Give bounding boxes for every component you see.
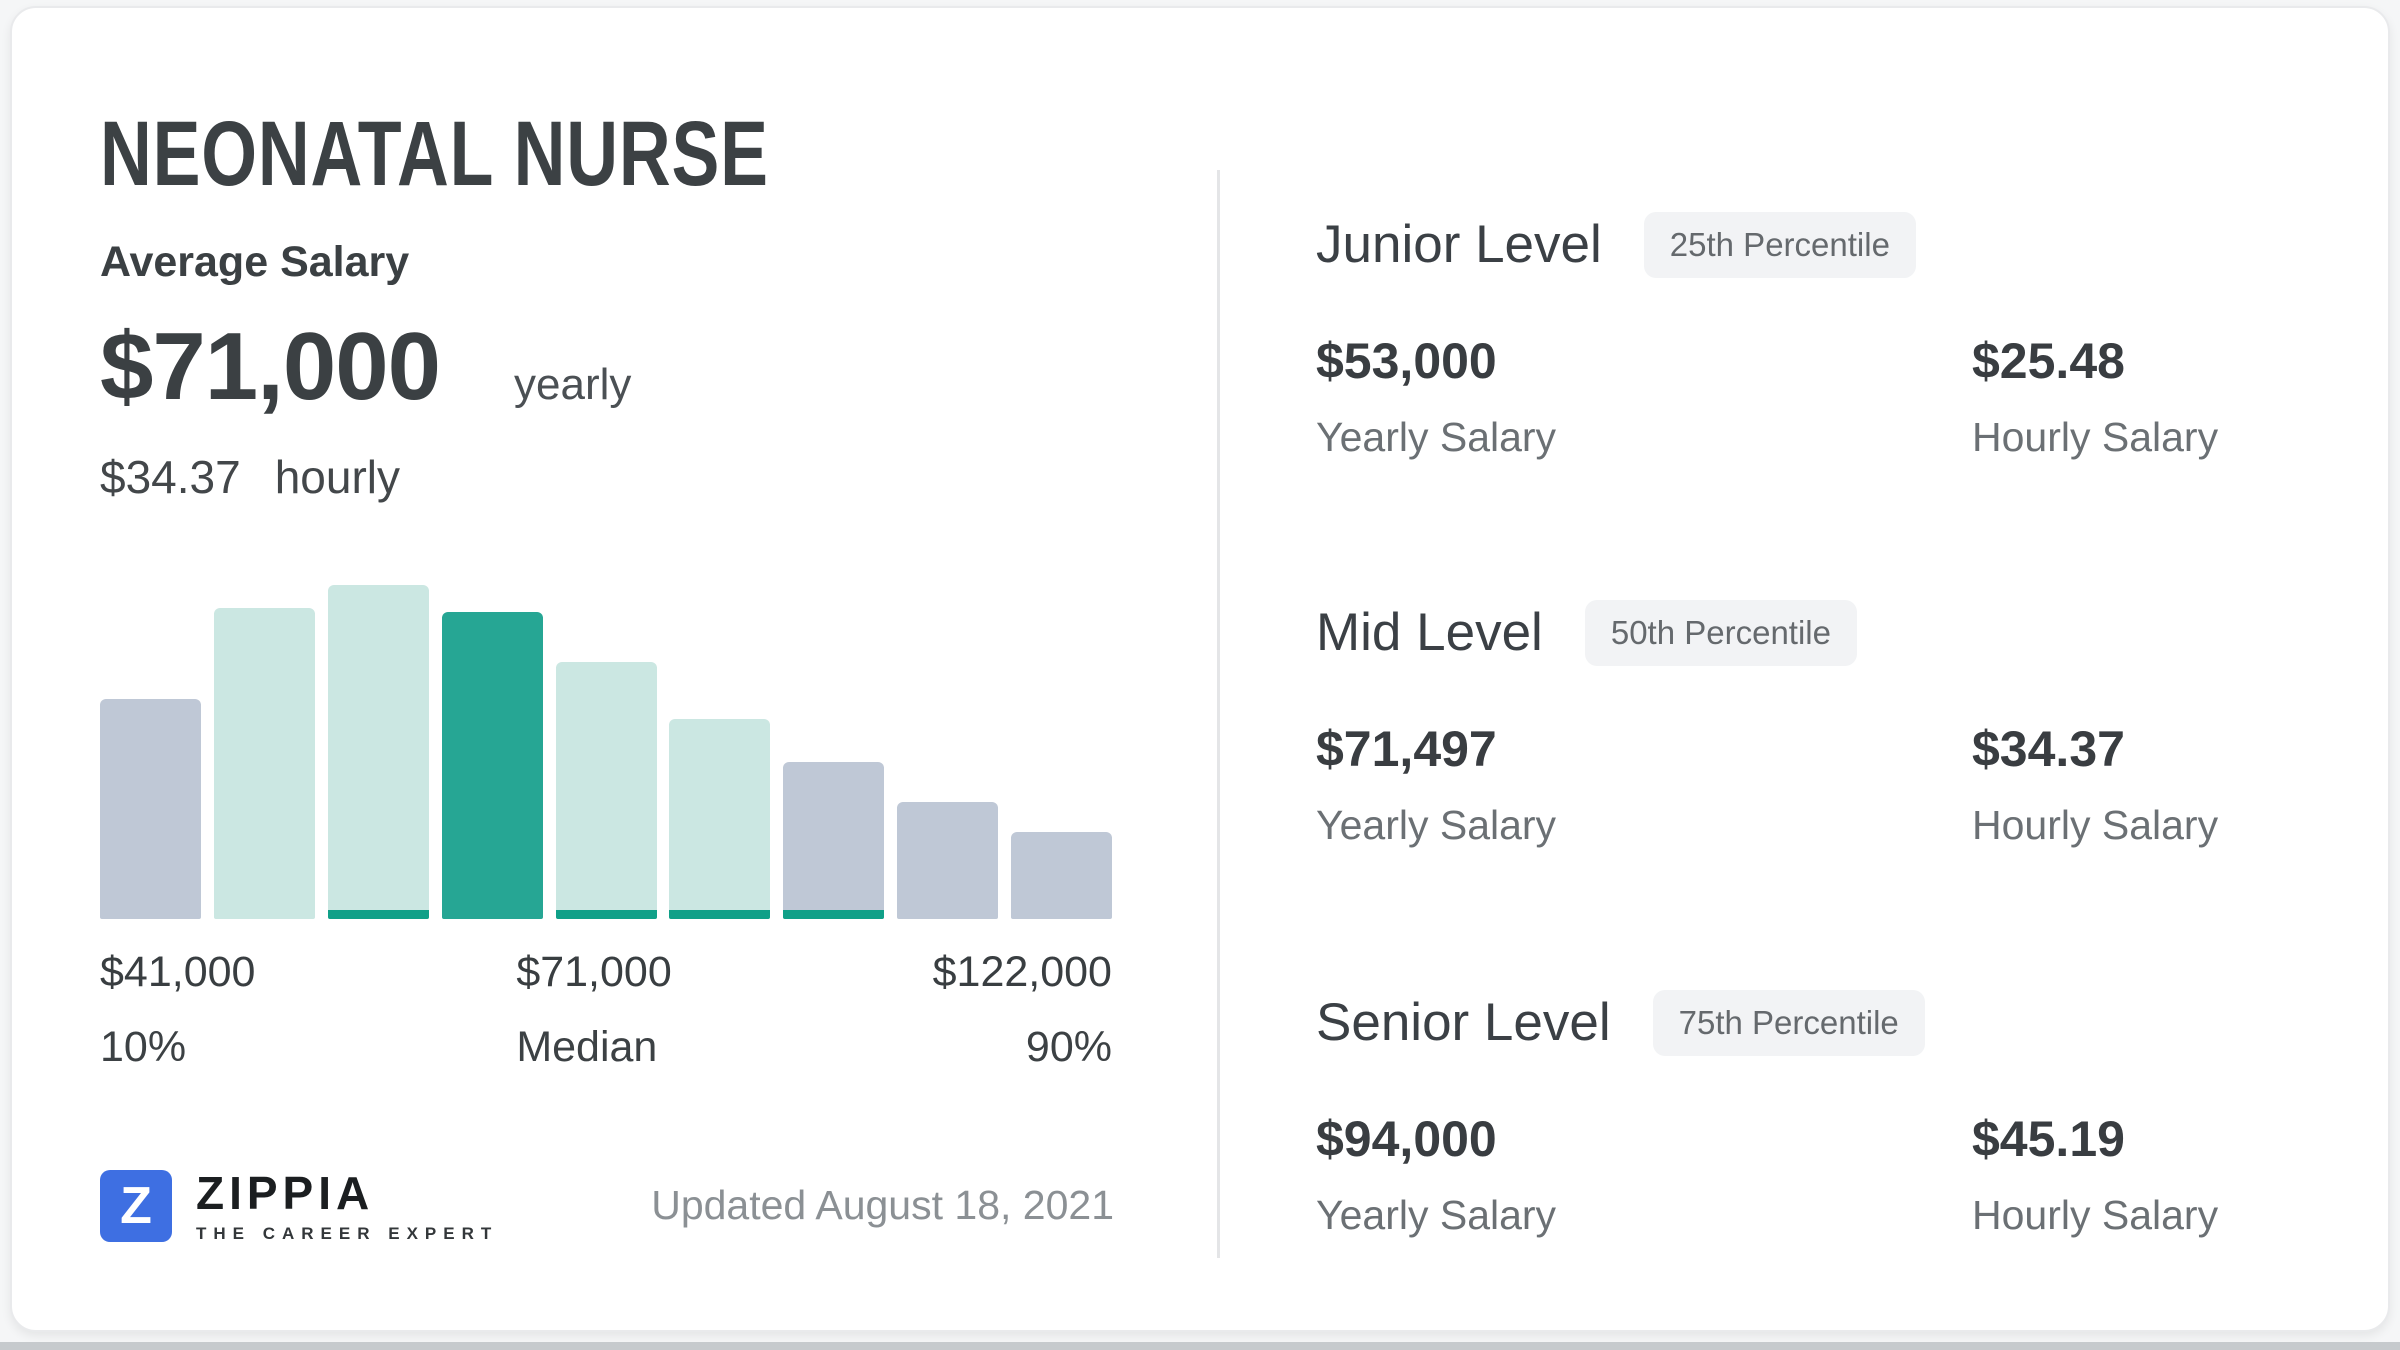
- histogram-bar: [669, 719, 771, 919]
- yearly-salary-label: Yearly Salary: [1316, 802, 1557, 848]
- histogram-bar-strip: [783, 910, 885, 919]
- histogram-bar: [327, 585, 429, 919]
- average-yearly-value: $71,000: [100, 313, 441, 420]
- level-heading-row: Senior Level 75th Percentile: [1316, 990, 2336, 1056]
- level-name: Mid Level: [1316, 603, 1543, 663]
- histogram-bar: [100, 699, 201, 919]
- histogram-bar-strip: [669, 910, 771, 919]
- histogram-bar-strip: [327, 910, 429, 919]
- yearly-salary-value: $94,000: [1316, 1111, 1497, 1167]
- hourly-salary-label: Hourly Salary: [1972, 802, 2219, 848]
- level-group-junior: Junior Level 25th Percentile $53,000 $25…: [1316, 212, 2336, 472]
- marker-value: $41,000: [100, 948, 256, 996]
- average-hourly-unit: hourly: [274, 451, 400, 503]
- average-salary-label: Average Salary: [100, 238, 410, 286]
- page-title: NEONATAL NURSE: [100, 103, 769, 205]
- marker-value: $71,000: [516, 948, 672, 996]
- histogram-bar: [441, 612, 543, 919]
- histogram-bar: [555, 662, 657, 919]
- marker-label: 90%: [1025, 1023, 1112, 1071]
- level-group-mid: Mid Level 50th Percentile $71,497 $34.37…: [1316, 600, 2336, 860]
- average-hourly-value: $34.37: [100, 451, 241, 503]
- histogram-bar: [897, 802, 999, 919]
- hourly-salary-value: $34.37: [1972, 721, 2125, 777]
- hourly-salary-value: $45.19: [1972, 1111, 2125, 1167]
- bottom-strip: [0, 1342, 2400, 1350]
- level-heading-row: Junior Level 25th Percentile: [1316, 212, 2336, 278]
- marker-10th-percentile: $41,000 10%: [100, 948, 255, 1072]
- histogram-bar: [1011, 832, 1112, 919]
- average-yearly-row: $71,000 yearly: [100, 312, 631, 422]
- average-yearly-unit: yearly: [514, 360, 632, 409]
- logo-letter: Z: [120, 1177, 152, 1235]
- percentile-badge: 50th Percentile: [1584, 600, 1857, 666]
- percentile-badge: 75th Percentile: [1652, 990, 1925, 1056]
- zippia-logo-icon: Z: [100, 1170, 172, 1242]
- level-group-senior: Senior Level 75th Percentile $94,000 $45…: [1316, 990, 2336, 1250]
- level-heading-row: Mid Level 50th Percentile: [1316, 600, 2336, 666]
- histogram-markers: $41,000 10% $71,000 Median $122,000 90%: [100, 948, 1112, 1072]
- brand-lockup: Z ZIPPIA THE CAREER EXPERT: [100, 1170, 498, 1242]
- yearly-salary-value: $53,000: [1316, 333, 1497, 389]
- salary-histogram: [100, 585, 1112, 919]
- average-hourly-row: $34.37 hourly: [100, 450, 400, 504]
- vertical-divider: [1217, 170, 1220, 1258]
- updated-date: Updated August 18, 2021: [651, 1182, 1114, 1228]
- brand-name: ZIPPIA: [196, 1167, 375, 1219]
- brand-text: ZIPPIA THE CAREER EXPERT: [196, 1170, 498, 1242]
- hourly-salary-value: $25.48: [1972, 333, 2125, 389]
- level-name: Senior Level: [1316, 993, 1611, 1053]
- marker-label: 10%: [100, 1023, 187, 1071]
- marker-median: $71,000 Median: [516, 948, 671, 1072]
- marker-label: Median: [516, 1023, 658, 1071]
- hourly-salary-label: Hourly Salary: [1972, 414, 2219, 460]
- yearly-salary-label: Yearly Salary: [1316, 1192, 1557, 1238]
- brand-tagline: THE CAREER EXPERT: [196, 1224, 499, 1243]
- histogram-bar: [213, 608, 315, 919]
- histogram-bar-strip: [555, 910, 657, 919]
- level-name: Junior Level: [1316, 215, 1602, 275]
- hourly-salary-label: Hourly Salary: [1972, 1192, 2219, 1238]
- yearly-salary-value: $71,497: [1316, 721, 1497, 777]
- marker-value: $122,000: [932, 948, 1112, 996]
- yearly-salary-label: Yearly Salary: [1316, 414, 1557, 460]
- histogram-bar: [783, 762, 885, 919]
- marker-90th-percentile: $122,000 90%: [933, 948, 1112, 1072]
- percentile-badge: 25th Percentile: [1643, 212, 1916, 278]
